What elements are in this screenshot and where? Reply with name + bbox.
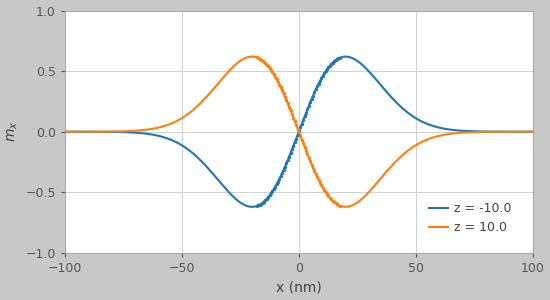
z = -10.0 bbox=[427, 123, 434, 127]
z = 10.0 bbox=[427, 136, 434, 140]
z = 10.0 bbox=[109, 130, 116, 133]
z = -10.0 bbox=[436, 126, 442, 129]
z = 10.0 bbox=[62, 130, 68, 134]
z = 10.0 bbox=[249, 55, 256, 58]
z = 10.0 bbox=[342, 205, 349, 208]
z = 10.0 bbox=[268, 69, 274, 72]
z = -10.0 bbox=[251, 205, 258, 208]
z = -10.0 bbox=[62, 130, 68, 134]
z = -10.0 bbox=[268, 191, 274, 195]
z = 10.0 bbox=[384, 169, 390, 173]
Line: z = 10.0: z = 10.0 bbox=[65, 57, 532, 207]
z = -10.0 bbox=[109, 130, 116, 134]
Y-axis label: $m_x$: $m_x$ bbox=[6, 121, 20, 142]
Line: z = -10.0: z = -10.0 bbox=[65, 57, 532, 207]
X-axis label: x (nm): x (nm) bbox=[276, 280, 322, 294]
z = -10.0 bbox=[529, 130, 536, 134]
z = 10.0 bbox=[529, 130, 536, 134]
z = -10.0 bbox=[249, 205, 256, 208]
z = 10.0 bbox=[436, 134, 442, 138]
z = 10.0 bbox=[251, 55, 258, 58]
Legend: z = -10.0, z = 10.0: z = -10.0, z = 10.0 bbox=[425, 197, 517, 239]
z = -10.0 bbox=[342, 55, 349, 58]
z = -10.0 bbox=[384, 91, 390, 94]
